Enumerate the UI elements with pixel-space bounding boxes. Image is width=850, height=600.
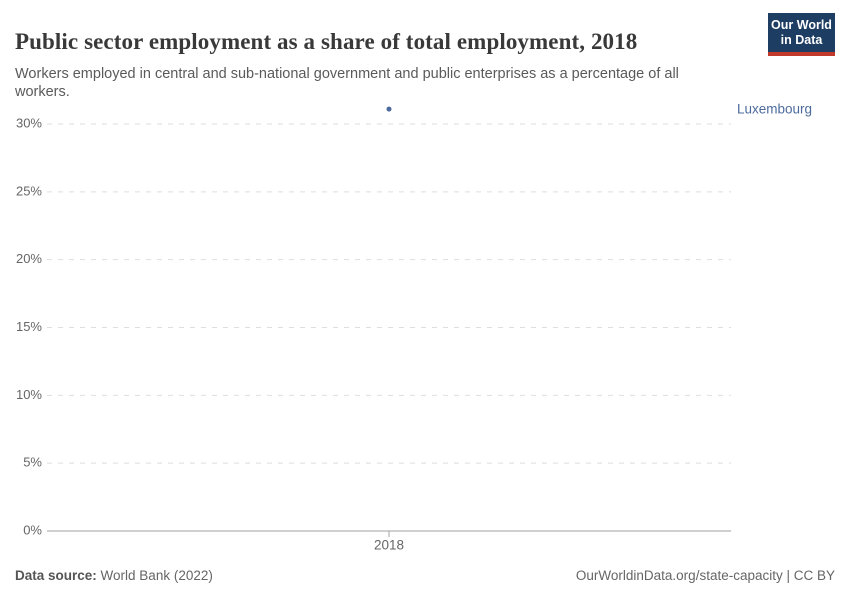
- x-axis-tick-label: 2018: [374, 538, 404, 553]
- owid-logo[interactable]: Our World in Data: [768, 13, 835, 56]
- y-axis-tick-label-10: 10%: [16, 387, 42, 402]
- data-source-note: Data source: World Bank (2022): [15, 568, 213, 583]
- entity-label-luxembourg[interactable]: Luxembourg: [737, 102, 812, 117]
- data-source-label: Data source:: [15, 568, 97, 583]
- y-axis-tick-label-20: 20%: [16, 251, 42, 266]
- chart-footer: Data source: World Bank (2022) OurWorldi…: [15, 568, 835, 583]
- data-point-luxembourg[interactable]: [386, 106, 392, 112]
- chart-title: Public sector employment as a share of t…: [15, 29, 638, 55]
- chart-canvas[interactable]: 0% 5% 10% 15% 20% 25% 30% 2018 Luxembourg: [0, 0, 850, 560]
- y-axis-tick-label-15: 15%: [16, 319, 42, 334]
- chart-plot-area[interactable]: 0% 5% 10% 15% 20% 25% 30% 2018 Luxembourg: [0, 0, 850, 560]
- y-axis-tick-label-30: 30%: [16, 115, 42, 130]
- y-axis-tick-label-0: 0%: [23, 522, 42, 537]
- data-source-value: World Bank (2022): [100, 568, 213, 583]
- owid-logo-line2: in Data: [780, 32, 823, 47]
- attribution-link[interactable]: OurWorldinData.org/state-capacity | CC B…: [575, 568, 835, 583]
- y-axis-tick-label-5: 5%: [23, 455, 42, 470]
- owid-logo-line1: Our World: [771, 17, 832, 32]
- chart-subtitle: Workers employed in central and sub-nati…: [15, 65, 679, 101]
- y-axis-tick-label-25: 25%: [16, 183, 42, 198]
